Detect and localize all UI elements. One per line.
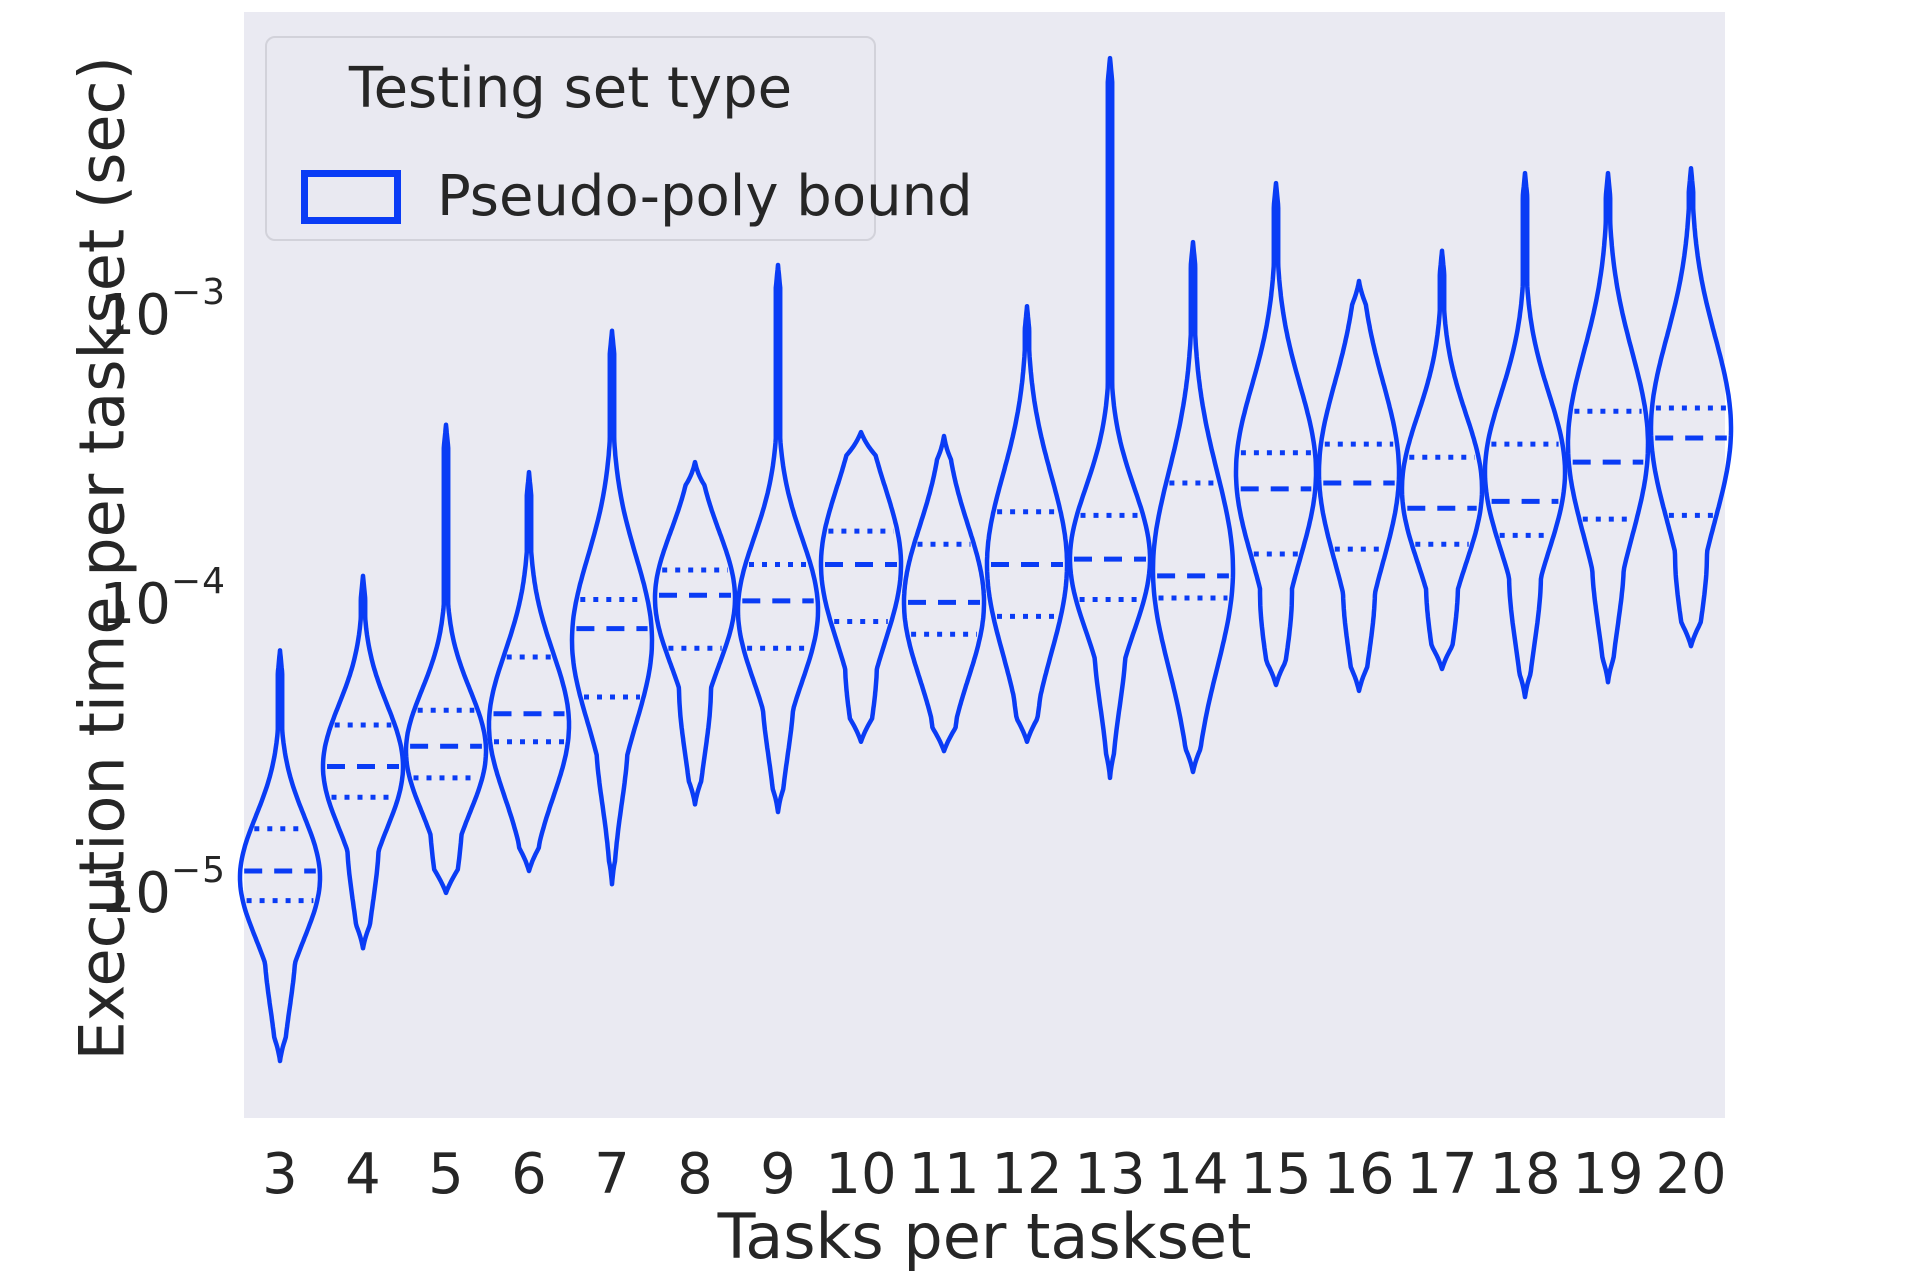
violin-12 [984,303,1070,745]
xtick-label-6: 6 [511,1142,547,1207]
violin-11 [901,433,987,754]
y-axis-label: Execution time per taskset (sec) [65,56,139,1061]
xtick-label-4: 4 [345,1142,381,1207]
xtick-label-10: 10 [825,1142,897,1207]
violin-4 [320,573,406,951]
violin-6 [486,469,572,874]
violin-13 [1067,55,1153,781]
ytick-label-1e-4: 10−4 [99,561,226,637]
legend-entry: Pseudo-poly bound [301,164,973,229]
violin-16 [1316,278,1402,694]
violin-17 [1399,248,1485,672]
xtick-label-16: 16 [1323,1142,1395,1207]
xtick-label-20: 20 [1655,1142,1727,1207]
xtick-label-17: 17 [1406,1142,1478,1207]
legend-title: Testing set type [348,56,793,121]
xtick-label-9: 9 [760,1142,796,1207]
xtick-label-3: 3 [262,1142,298,1207]
x-axis-label: Tasks per taskset [717,1200,1252,1273]
legend-entry-label: Pseudo-poly bound [437,164,973,229]
xtick-label-15: 15 [1240,1142,1312,1207]
violin-7 [569,328,655,887]
violin-3 [237,648,323,1064]
violin-8 [652,459,738,807]
violin-5 [403,422,489,896]
ytick-label-1e-5: 10−5 [99,850,226,926]
violin-19 [1565,170,1651,685]
legend: Testing set type Pseudo-poly bound [265,36,973,241]
xtick-label-11: 11 [908,1142,980,1207]
xtick-label-12: 12 [991,1142,1063,1207]
violin-15 [1233,180,1319,688]
xtick-label-13: 13 [1074,1142,1146,1207]
xtick-label-18: 18 [1489,1142,1561,1207]
xtick-label-8: 8 [677,1142,713,1207]
ytick-label-1e-3: 10−3 [99,272,226,348]
xtick-label-5: 5 [428,1142,464,1207]
violin-swatch-icon [301,169,401,224]
violin-10 [818,429,904,745]
xtick-label-19: 19 [1572,1142,1644,1207]
xtick-label-14: 14 [1157,1142,1229,1207]
violin-18 [1482,170,1568,700]
violin-14 [1150,239,1236,775]
violin-20 [1648,166,1734,649]
xtick-label-7: 7 [594,1142,630,1207]
violin-9 [735,262,821,815]
